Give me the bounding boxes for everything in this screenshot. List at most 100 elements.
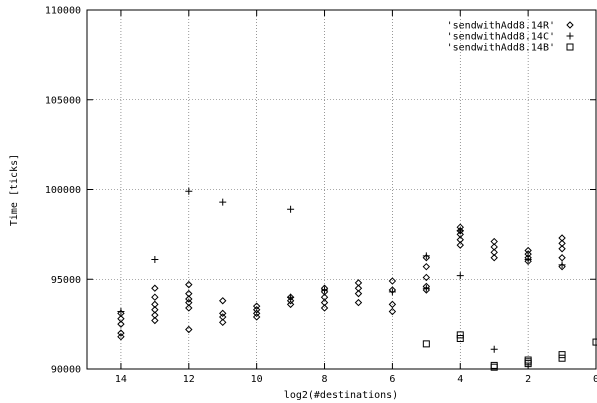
data-point	[219, 318, 227, 327]
data-point	[185, 325, 193, 334]
series-3-points	[422, 331, 597, 371]
data-point	[388, 300, 397, 309]
data-point	[524, 256, 532, 264]
data-point	[219, 297, 227, 305]
data-point	[422, 273, 431, 282]
data-point	[151, 311, 159, 319]
data-point	[252, 309, 261, 318]
data-point	[185, 289, 193, 298]
data-point	[490, 248, 498, 257]
data-point	[422, 284, 430, 292]
data-point	[151, 306, 159, 314]
data-point	[286, 297, 295, 305]
data-point	[117, 329, 125, 337]
x-axis-label: log2(#destinations)	[284, 390, 398, 401]
data-point	[490, 345, 498, 353]
data-point	[558, 261, 566, 269]
series-2-points	[117, 187, 566, 353]
data-point	[456, 272, 464, 280]
data-point	[490, 243, 498, 251]
data-point	[321, 286, 329, 294]
x-tick-label: 2	[525, 374, 531, 385]
data-point	[456, 230, 464, 239]
x-tick-label: 14	[115, 374, 127, 385]
data-point	[117, 320, 125, 328]
data-point	[354, 279, 363, 287]
data-point	[117, 308, 125, 316]
tick-labels: 14 12 10 8 6 4 2 0 90000 95000 100000 105000 110000	[45, 6, 597, 386]
data-point	[151, 256, 159, 264]
data-point	[558, 245, 566, 253]
data-point	[388, 307, 397, 316]
data-point	[422, 340, 430, 348]
data-point	[320, 304, 329, 312]
data-point	[151, 300, 159, 309]
y-tick-label: 95000	[51, 275, 81, 286]
data-point	[219, 309, 227, 318]
data-point	[151, 316, 159, 325]
data-point	[354, 298, 363, 307]
data-point	[252, 302, 261, 310]
data-point	[558, 262, 566, 271]
data-point	[388, 288, 396, 296]
data-point	[490, 237, 498, 246]
data-points	[117, 187, 597, 371]
data-point	[252, 306, 261, 314]
data-point	[558, 354, 566, 362]
data-point	[185, 298, 193, 307]
legend-label: 'sendwithAdd8.14C'	[447, 32, 555, 43]
data-point	[592, 338, 597, 346]
data-point	[524, 356, 532, 364]
data-point	[456, 331, 464, 339]
x-tick-label: 8	[322, 374, 328, 385]
y-axis-label: Time [ticks]	[9, 154, 20, 226]
data-point	[320, 298, 329, 307]
data-point	[524, 257, 532, 266]
data-point	[185, 295, 193, 303]
x-tick-label: 0	[593, 374, 597, 385]
legend-marker	[566, 21, 574, 29]
data-point	[219, 313, 227, 321]
legend-label: 'sendwithAdd8.14R'	[447, 21, 555, 32]
data-point	[252, 313, 261, 321]
series-1-points	[117, 223, 566, 341]
data-point	[185, 304, 193, 312]
data-point	[422, 262, 431, 271]
data-point	[185, 187, 193, 195]
data-point	[219, 198, 227, 206]
data-point	[422, 254, 431, 262]
data-point	[456, 227, 464, 235]
data-point	[320, 293, 329, 301]
legend-marker	[566, 32, 574, 40]
data-point	[422, 286, 431, 294]
data-point	[117, 309, 125, 318]
x-tick-label: 12	[183, 374, 195, 385]
data-point	[558, 254, 566, 262]
legend-label: 'sendwithAdd8.14B'	[447, 43, 555, 54]
data-point	[354, 284, 363, 292]
x-tick-label: 6	[389, 374, 395, 385]
data-point	[490, 254, 498, 262]
x-tick-label: 10	[251, 374, 263, 385]
data-point	[456, 236, 464, 244]
data-point	[151, 293, 159, 301]
y-tick-label: 105000	[45, 95, 81, 106]
data-point	[422, 252, 430, 260]
data-point	[456, 334, 464, 342]
data-point	[558, 234, 566, 242]
data-point	[151, 284, 159, 292]
legend-marker	[566, 43, 574, 51]
data-point	[287, 205, 295, 213]
data-point	[286, 300, 295, 309]
x-tick-label: 4	[457, 374, 463, 385]
legend: 'sendwithAdd8.14R''sendwithAdd8.14C''sen…	[447, 21, 574, 54]
y-tick-label: 90000	[51, 365, 81, 376]
y-tick-label: 100000	[45, 185, 81, 196]
axis-ticks	[87, 9, 597, 370]
data-point	[388, 277, 397, 285]
y-tick-label: 110000	[45, 6, 81, 17]
data-point	[117, 315, 125, 323]
data-point	[490, 361, 498, 369]
data-point	[456, 241, 464, 249]
